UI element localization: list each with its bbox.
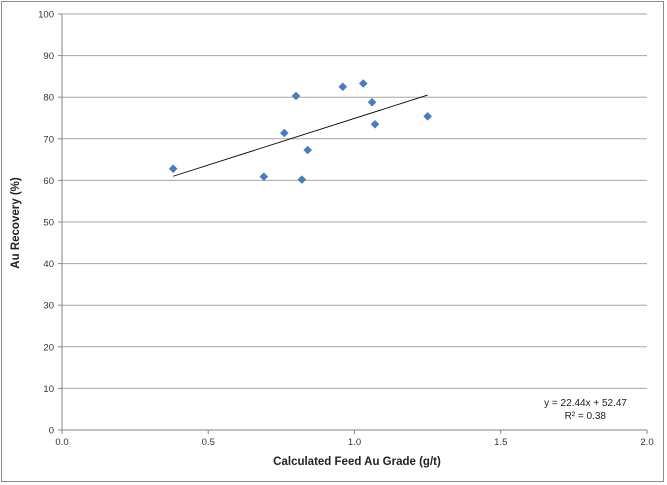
axes [58,13,648,434]
y-tick-label: 60 [43,176,54,187]
data-point [358,79,368,88]
tick-labels: 0 10 20 30 40 50 60 70 80 90 100 0.0 0.5 1.0 1.5 2.0 [38,10,653,449]
y-tick-label: 30 [43,301,54,312]
data-point [303,145,313,155]
y-tick-label: 100 [38,10,54,21]
data-points [168,79,432,184]
y-tick-label: 20 [43,342,54,353]
trendline-equation: y = 22.44x + 52.47 [544,398,627,409]
y-tick-label: 50 [43,218,54,229]
data-point [338,82,348,92]
y-tick-label: 70 [43,134,54,145]
grid-lines [62,13,647,389]
y-tick-label: 0 [49,426,54,437]
trendline [173,94,428,177]
x-tick-label: 2.0 [640,437,653,448]
x-axis-title: Calculated Feed Au Grade (g/t) [273,456,441,468]
data-point [168,164,178,174]
data-point [423,111,432,121]
y-tick-label: 80 [43,93,54,104]
x-tick-label: 0.0 [55,437,68,448]
x-tick-label: 1.5 [494,437,507,448]
data-point [279,128,289,138]
y-tick-label: 90 [43,51,54,62]
x-tick-label: 1.0 [348,437,361,448]
y-tick-label: 10 [43,384,54,395]
data-point [370,119,380,129]
x-tick-label: 0.5 [202,437,215,448]
data-point [367,97,377,107]
r-squared-label: R² = 0.38 [565,411,607,422]
data-point [297,175,307,184]
trendline-layer [173,94,428,177]
data-point [291,91,301,101]
data-point [259,172,269,182]
y-tick-label: 40 [43,259,54,270]
y-axis-title: Au Recovery (%) [10,177,22,269]
